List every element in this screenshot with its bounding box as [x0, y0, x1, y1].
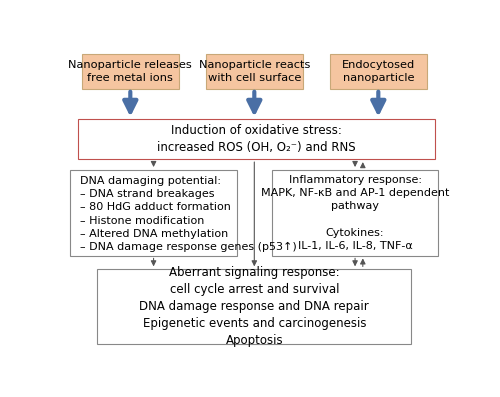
- Text: Induction of oxidative stress:
increased ROS (OH, O₂⁻) and RNS: Induction of oxidative stress: increased…: [157, 124, 356, 154]
- FancyBboxPatch shape: [82, 54, 179, 89]
- Text: Endocytosed
nanoparticle: Endocytosed nanoparticle: [342, 60, 415, 83]
- FancyBboxPatch shape: [206, 54, 303, 89]
- Text: Nanoparticle releases
free metal ions: Nanoparticle releases free metal ions: [68, 60, 192, 83]
- Text: Nanoparticle reacts
with cell surface: Nanoparticle reacts with cell surface: [198, 60, 310, 83]
- FancyBboxPatch shape: [78, 119, 434, 159]
- FancyBboxPatch shape: [98, 269, 411, 344]
- Text: Aberrant signaling response:
cell cycle arrest and survival
DNA damage response : Aberrant signaling response: cell cycle …: [140, 266, 369, 347]
- Text: Inflammatory response:
MAPK, NF-κB and AP-1 dependent
pathway

Cytokines:
IL-1, : Inflammatory response: MAPK, NF-κB and A…: [261, 175, 449, 251]
- FancyBboxPatch shape: [330, 54, 427, 89]
- Text: DNA damaging potential:
– DNA strand breakages
– 80 HdG adduct formation
– Histo: DNA damaging potential: – DNA strand bre…: [80, 176, 296, 252]
- FancyBboxPatch shape: [70, 170, 237, 256]
- FancyBboxPatch shape: [272, 170, 438, 256]
